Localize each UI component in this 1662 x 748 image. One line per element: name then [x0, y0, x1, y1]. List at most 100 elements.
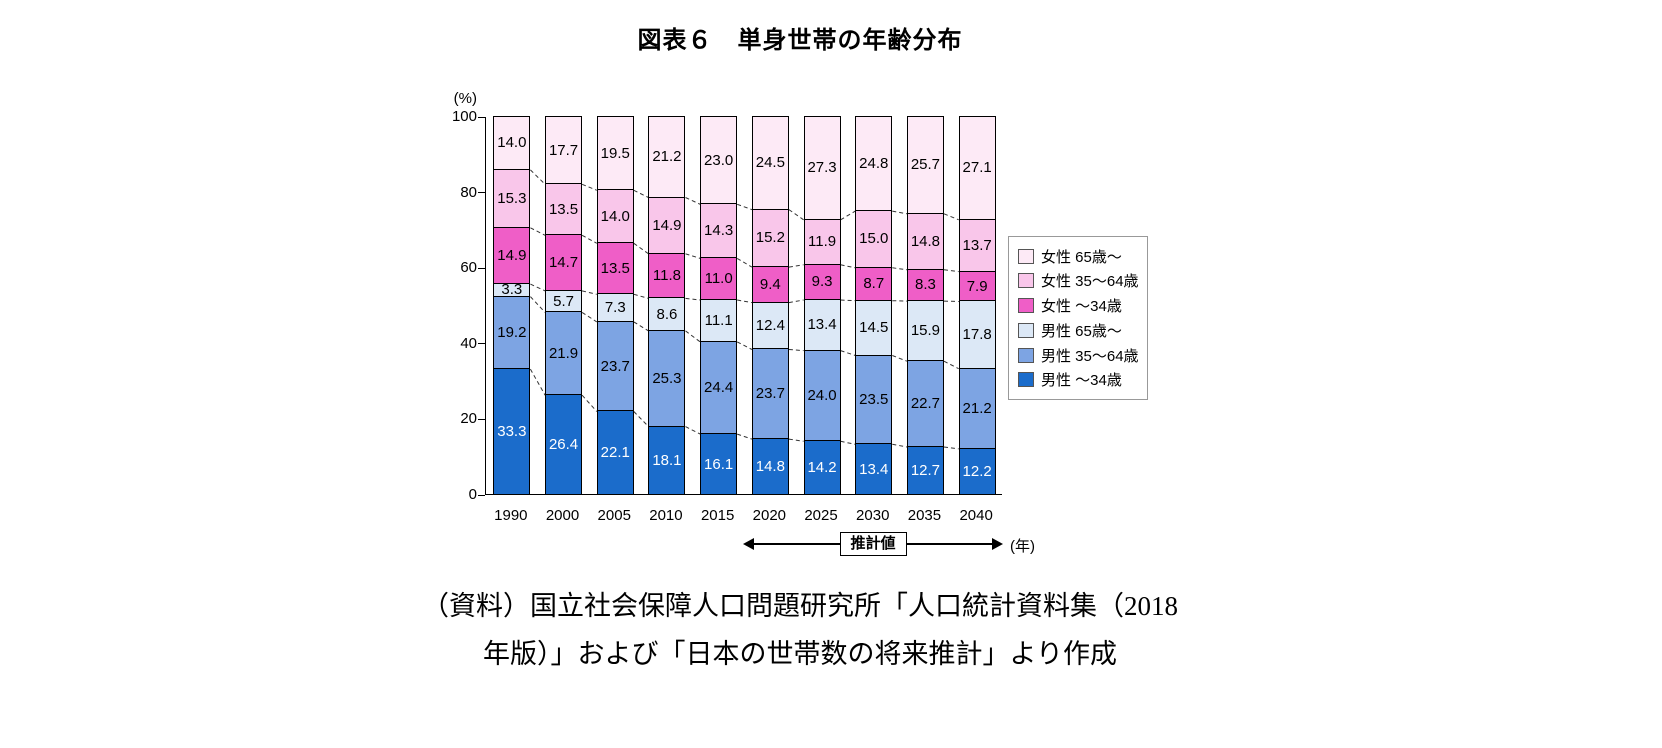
bar-segment: 24.0 [803, 349, 841, 441]
bar-value-label: 14.0 [600, 207, 630, 225]
bar-segment: 27.1 [958, 116, 996, 219]
forecast-label: 推計値 [839, 532, 907, 556]
source-line-2: 年版）」および「日本の世帯数の将来推計」より作成 [483, 639, 1117, 669]
bar-segment: 33.3 [493, 368, 531, 494]
trend-connector [581, 290, 597, 295]
source-note: （資料）国立社会保障人口問題研究所「人口統計資料集（2018 年版）」および「日… [0, 582, 1600, 678]
legend-swatch [1018, 347, 1034, 363]
bar-value-label: 7.9 [966, 277, 988, 295]
bar-segment: 23.0 [700, 116, 738, 204]
bar-segment: 14.7 [545, 234, 583, 290]
trend-connector [788, 349, 804, 352]
bar-value-label: 22.1 [600, 444, 630, 462]
bar-value-label: 9.4 [759, 275, 781, 293]
trend-connector [633, 189, 649, 198]
bar-value-label: 21.2 [652, 148, 682, 166]
x-axis-label: 2005 [597, 507, 631, 524]
bar-value-label: 16.1 [704, 455, 734, 473]
bar-value-label: 14.8 [755, 458, 785, 476]
bar-value-label: 15.9 [910, 322, 941, 340]
bar-value-label: 13.5 [600, 259, 630, 277]
bar-value-label: 14.8 [910, 232, 941, 250]
bar-segment: 8.3 [906, 268, 944, 301]
bar-value-label: 14.5 [859, 319, 889, 337]
trend-connector [840, 299, 856, 302]
bar-value-label: 23.7 [755, 385, 785, 403]
bar-segment: 12.4 [751, 301, 789, 349]
legend-swatch [1018, 298, 1034, 314]
trend-connector [943, 446, 959, 450]
trend-connector [581, 311, 598, 323]
bar-segment: 13.5 [596, 242, 634, 294]
bar-segment: 14.8 [751, 438, 789, 494]
trend-connector [737, 203, 753, 211]
x-axis-label: 2020 [752, 507, 787, 524]
trend-connector [736, 341, 753, 350]
bar-segment: 27.3 [803, 116, 841, 219]
trend-connector [530, 296, 546, 313]
arrow-left-head-icon [743, 538, 754, 550]
bar-segment: 22.1 [596, 410, 634, 494]
bar-segment: 13.4 [855, 443, 893, 494]
bar-segment: 14.8 [906, 212, 944, 269]
bar-value-label: 13.7 [962, 236, 992, 254]
legend-swatch [1018, 248, 1034, 264]
bar-value-label: 14.7 [548, 254, 579, 272]
bar-value-label: 8.7 [863, 275, 885, 293]
bar-segment: 22.7 [906, 360, 944, 446]
trend-connector [685, 197, 701, 205]
y-axis-tick [478, 116, 485, 118]
bar-segment: 18.1 [648, 425, 686, 494]
y-axis-label: 40 [460, 334, 477, 352]
bar-segment: 14.0 [596, 189, 634, 243]
y-axis-label: 80 [460, 183, 477, 201]
bar-segment: 21.2 [958, 367, 996, 448]
x-axis-unit-label: (年) [1010, 538, 1035, 555]
bar-segment: 8.6 [648, 297, 686, 330]
bar-value-label: 27.1 [962, 159, 992, 177]
bar-value-label: 8.3 [915, 276, 936, 294]
trend-connector [892, 267, 908, 271]
bar-segment: 23.5 [855, 354, 893, 444]
arrow-line [754, 543, 840, 545]
bar-value-label: 24.4 [704, 379, 734, 397]
bar-value-label: 19.5 [600, 144, 630, 162]
bar-segment: 17.8 [958, 300, 996, 368]
bar-segment: 13.5 [545, 183, 583, 235]
bar-value-label: 33.3 [497, 423, 527, 441]
bar-value-label: 12.7 [910, 462, 941, 479]
bar-value-label: 13.5 [548, 200, 579, 218]
source-line-1: （資料）国立社会保障人口問題研究所「人口統計資料集（2018 [422, 591, 1178, 621]
trend-connector [685, 330, 701, 343]
bar-value-label: 15.2 [755, 229, 785, 247]
trend-connector [529, 368, 546, 396]
bar-segment: 7.3 [596, 293, 634, 321]
bar-segment: 14.2 [803, 440, 841, 494]
x-axis-label: 2010 [649, 507, 683, 524]
trend-connector [685, 297, 701, 301]
bar-segment: 15.9 [906, 300, 944, 361]
arrow-right-head-icon [992, 538, 1004, 550]
legend-label: 女性 65歳～ [1041, 248, 1122, 266]
bar-segment: 21.9 [545, 311, 583, 395]
bar-value-label: 23.0 [704, 151, 734, 169]
bar-value-label: 7.3 [604, 299, 626, 317]
bar-value-label: 17.8 [962, 326, 992, 344]
trend-connector [788, 209, 804, 221]
bar-value-label: 21.9 [548, 344, 579, 362]
bar-value-label: 27.3 [807, 159, 837, 177]
legend-item: 男性 35～64歳 [1018, 343, 1139, 367]
bar-segment: 24.4 [700, 340, 738, 434]
bar-segment: 26.4 [545, 394, 583, 494]
bar-value-label: 15.0 [859, 230, 889, 248]
bar-value-label: 23.5 [859, 390, 889, 408]
trend-connector [633, 293, 649, 299]
trend-connector [788, 299, 804, 304]
bar-segment: 13.7 [958, 218, 996, 271]
bar-segment: 13.4 [803, 298, 841, 350]
plot-area: 33.3 19.2 3.3 14.9 15.3 14.0 26.4 21.9 5.7 14.7 13… [485, 116, 1002, 495]
bar-segment: 15.3 [493, 168, 531, 227]
bar-value-label: 18.1 [652, 451, 682, 469]
y-axis-unit-label: (%) [453, 90, 477, 107]
legend-label: 男性 65歳～ [1041, 322, 1122, 340]
